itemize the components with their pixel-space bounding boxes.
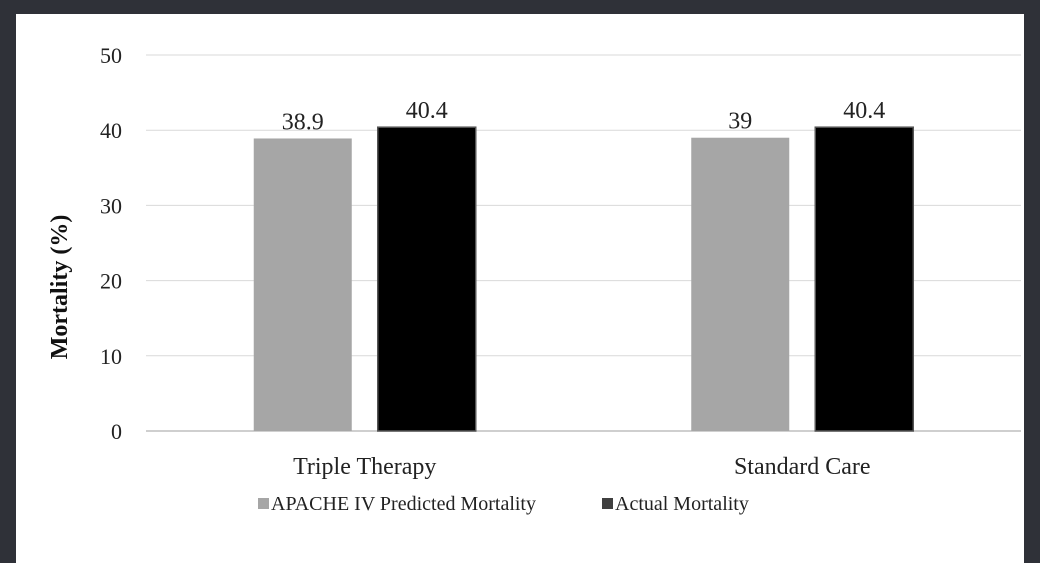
data-label: 40.4 <box>406 98 448 124</box>
y-tick-label: 10 <box>100 344 122 369</box>
y-tick-label: 30 <box>100 193 122 218</box>
legend-swatch <box>258 498 269 509</box>
x-axis-categories: Triple Therapy Standard Care <box>293 454 870 480</box>
bar-chart: 38.9 40.4 39 40.4 0 10 20 30 40 50 Triple Therap… <box>47 43 1021 515</box>
bar <box>814 126 914 432</box>
legend-swatch <box>602 498 613 509</box>
bar <box>253 138 352 432</box>
data-label: 40.4 <box>843 98 885 124</box>
y-tick-label: 50 <box>100 43 122 68</box>
category-label: Standard Care <box>734 454 871 480</box>
chart-panel: 38.9 40.4 39 40.4 0 10 20 30 40 50 Triple Therap… <box>16 14 1024 563</box>
data-label: 39 <box>728 109 752 135</box>
bar <box>377 126 477 432</box>
legend-label: Actual Mortality <box>615 493 749 515</box>
y-tick-label: 0 <box>111 419 122 444</box>
y-tick-label: 20 <box>100 269 122 294</box>
legend: APACHE IV Predicted Mortality Actual Mort… <box>258 493 749 515</box>
y-tick-label: 40 <box>100 118 122 143</box>
data-labels: 38.9 40.4 39 40.4 <box>282 98 886 135</box>
bars <box>253 126 914 432</box>
y-axis-ticks: 0 10 20 30 40 50 <box>100 43 122 444</box>
category-label: Triple Therapy <box>293 454 436 480</box>
bar <box>691 137 790 431</box>
legend-label: APACHE IV Predicted Mortality <box>271 493 536 515</box>
y-axis-label: Mortality (%) <box>47 215 73 360</box>
data-label: 38.9 <box>282 109 324 135</box>
